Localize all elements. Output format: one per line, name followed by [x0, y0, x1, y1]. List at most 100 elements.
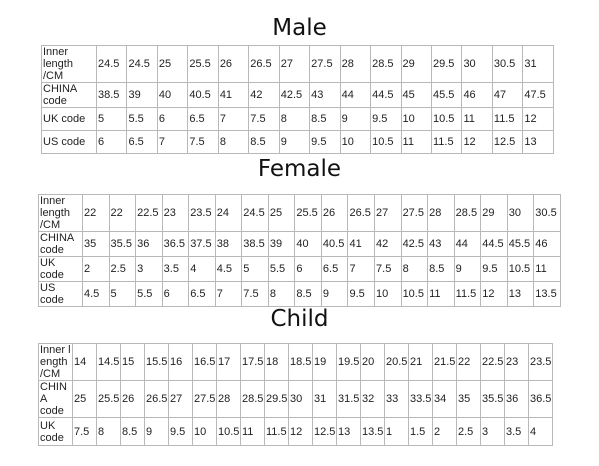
size-cell: 8.5 — [248, 130, 280, 154]
size-cell: 30 — [461, 45, 493, 83]
size-cell: 6.5 — [188, 281, 216, 307]
size-cell: 25.5 — [294, 194, 322, 232]
size-cell: 36 — [135, 231, 163, 257]
size-cell: 12.5 — [491, 130, 524, 154]
size-cell: 7.5 — [72, 417, 97, 446]
size-cell: 27 — [168, 380, 193, 418]
size-cell: 44 — [453, 231, 482, 257]
size-cell: 7.5 — [374, 256, 402, 282]
size-cell: 22.5 — [135, 194, 163, 232]
size-cell: 38.5 — [95, 82, 128, 108]
table-row: UK code 2 2.5 3 3.5 4 4.5 5 5.5 6 6.5 7 7.5 8 8.5 9 9.5 1… — [38, 256, 561, 282]
size-cell: 39 — [267, 231, 296, 257]
size-cell: 13.5 — [360, 417, 385, 446]
size-cell: 28 — [339, 45, 372, 83]
row-label: UK code — [38, 256, 83, 282]
size-cell: 13 — [336, 417, 361, 446]
size-cell: 23.5 — [188, 194, 216, 232]
male-title: Male — [272, 15, 327, 41]
size-cell: 20 — [360, 343, 385, 381]
size-cell: 10 — [339, 130, 372, 154]
size-cell: 44.5 — [370, 82, 402, 108]
size-cell: 10 — [192, 417, 217, 446]
size-cell: 8.5 — [120, 417, 145, 446]
size-cell: 9 — [453, 256, 482, 282]
size-cell: 32 — [360, 380, 385, 418]
size-cell: 5.5 — [126, 107, 158, 131]
size-cell: 43 — [427, 231, 455, 257]
size-cell: 24.5 — [241, 194, 269, 232]
size-cell: 1 — [384, 417, 409, 446]
size-cell: 6 — [156, 107, 189, 131]
size-cell: 22.5 — [480, 343, 505, 381]
table-row: CHINA code 25 25.5 26 26.5 27 27.5 28 28.5 29.5 30 3… — [38, 380, 553, 418]
size-cell: 11 — [461, 107, 493, 131]
size-cell: 11 — [533, 256, 561, 282]
size-cell: 30 — [506, 194, 535, 232]
size-cell: 7.5 — [187, 130, 219, 154]
size-cell: 7 — [217, 107, 250, 131]
size-cell: 44 — [339, 82, 372, 108]
size-cell: 8 — [278, 107, 311, 131]
size-cell: 28.5 — [240, 380, 265, 418]
row-label: UK code — [41, 107, 97, 131]
size-cell: 33.5 — [408, 380, 433, 418]
size-cell: 9 — [339, 107, 372, 131]
size-cell: 22 — [108, 194, 137, 232]
size-cell: 14 — [72, 343, 97, 381]
size-cell: 45.5 — [430, 82, 463, 108]
size-cell: 9.5 — [370, 107, 402, 131]
size-cell: 40.5 — [320, 231, 349, 257]
size-cell: 41 — [347, 231, 376, 257]
size-cell: 23 — [504, 343, 529, 381]
male-size-table: Inner length/CM 24.5 24.5 25 25.5 26 26.5 27 27.… — [41, 45, 554, 154]
row-label: Inner length/CM — [38, 194, 83, 232]
child-size-table: Inner length/CM 14 14.5 15 15.5 16 16.5 17 17.5 1… — [38, 343, 553, 446]
size-cell: 29.5 — [430, 45, 463, 83]
size-cell: 9 — [278, 130, 311, 154]
size-cell: 15 — [120, 343, 145, 381]
size-cell: 4 — [188, 256, 216, 282]
size-cell: 26.5 — [144, 380, 169, 418]
size-cell: 3 — [480, 417, 505, 446]
size-cell: 26 — [320, 194, 349, 232]
size-cell: 11 — [427, 281, 455, 307]
size-cell: 14.5 — [96, 343, 121, 381]
size-cell: 3 — [135, 256, 163, 282]
size-cell: 12 — [461, 130, 493, 154]
size-cell: 6.5 — [126, 130, 158, 154]
size-cell: 34 — [432, 380, 457, 418]
size-cell: 22 — [456, 343, 481, 381]
table-row: UK code 7.5 8 8.5 9 9.5 10 10.5 11 11.5 12 12.5 13 13.… — [38, 417, 553, 446]
size-cell: 8 — [217, 130, 250, 154]
size-cell: 25 — [156, 45, 189, 83]
size-cell: 27.5 — [309, 45, 341, 83]
size-cell: 12 — [480, 281, 508, 307]
row-label: Inner length/CM — [38, 343, 73, 381]
size-cell: 29 — [480, 194, 508, 232]
size-cell: 35 — [82, 231, 110, 257]
size-cell: 24 — [214, 194, 243, 232]
size-cell: 12 — [522, 107, 554, 131]
table-row: UK code 5 5.5 6 6.5 7 7.5 8 8.5 9 9.5 10 10.5 11 11.5 1… — [41, 107, 554, 131]
size-cell: 7.5 — [248, 107, 280, 131]
size-cell: 46 — [533, 231, 561, 257]
size-cell: 27 — [278, 45, 311, 83]
size-cell: 15.5 — [144, 343, 169, 381]
size-cell: 10 — [374, 281, 402, 307]
size-cell: 26.5 — [347, 194, 376, 232]
size-cell: 9.5 — [309, 130, 341, 154]
size-cell: 11.5 — [430, 130, 463, 154]
size-cell: 10.5 — [400, 281, 429, 307]
size-cell: 18.5 — [288, 343, 313, 381]
size-cell: 31 — [312, 380, 337, 418]
table-row: US code 6 6.5 7 7.5 8 8.5 9 9.5 10 10.5 11 11.5 12 12.… — [41, 130, 554, 154]
size-cell: 5.5 — [135, 281, 163, 307]
size-cell: 10.5 — [506, 256, 535, 282]
size-cell: 18 — [264, 343, 289, 381]
row-label: CHINA code — [38, 380, 73, 418]
size-cell: 4 — [528, 417, 553, 446]
size-cell: 11.5 — [453, 281, 482, 307]
size-cell: 38.5 — [241, 231, 269, 257]
size-cell: 42 — [374, 231, 402, 257]
